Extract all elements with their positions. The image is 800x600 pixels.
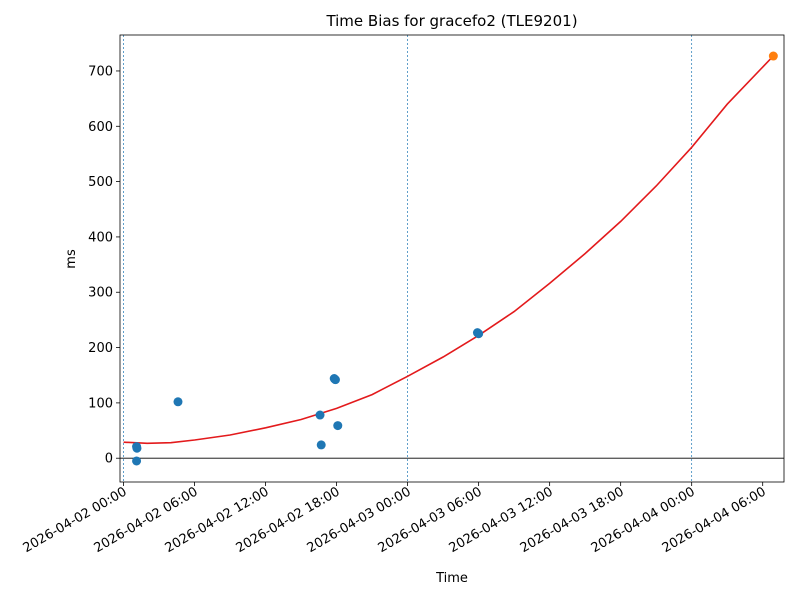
data-point (173, 397, 183, 407)
y-tick-label: 500 (88, 175, 113, 190)
plot-content (120, 35, 784, 482)
y-tick-label: 200 (88, 341, 113, 356)
fit-curve (123, 55, 774, 445)
y-tick-label: 700 (88, 64, 113, 79)
y-tick-label: 600 (88, 120, 113, 135)
plot-frame (119, 34, 785, 483)
data-point (768, 51, 778, 61)
data-point (333, 421, 343, 431)
y-tick-label: 300 (88, 286, 113, 301)
data-point (316, 440, 326, 450)
y-tick-label: 0 (105, 452, 113, 467)
y-axis: 0 100 200 300 400 500 600 700 (88, 64, 120, 467)
data-point (132, 443, 142, 453)
x-axis-label: Time (435, 571, 468, 586)
data-point (474, 329, 484, 339)
chart-title: Time Bias for gracefo2 (TLE9201) (325, 12, 577, 30)
y-tick-label: 100 (88, 396, 113, 411)
data-point (132, 456, 142, 466)
data-point (330, 375, 340, 385)
data-point (315, 410, 325, 420)
y-tick-label: 400 (88, 230, 113, 245)
y-axis-label: ms (64, 249, 79, 269)
